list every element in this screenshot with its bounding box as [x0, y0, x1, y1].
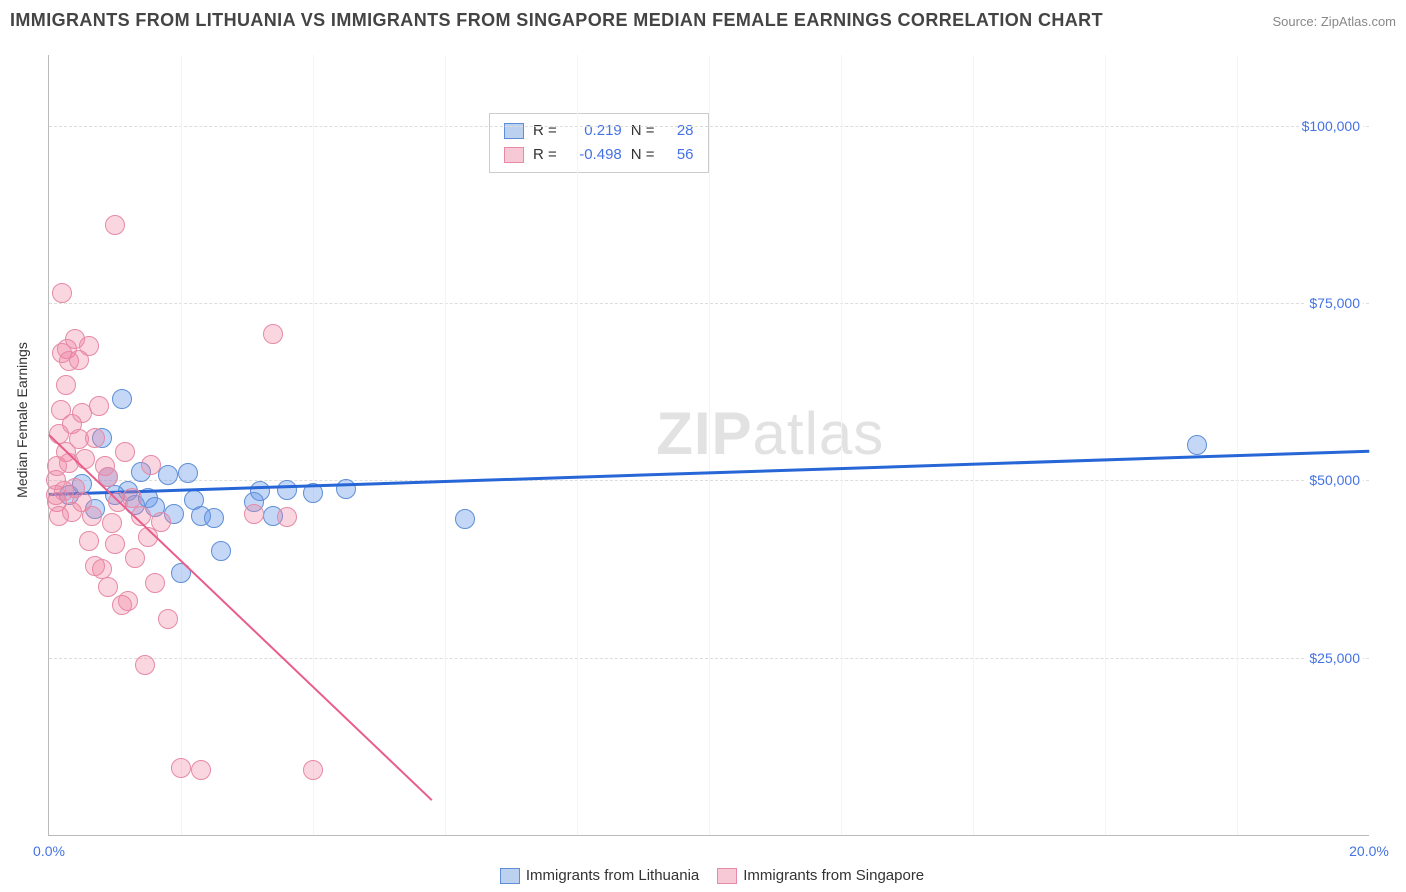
trend-line: [48, 435, 432, 802]
data-point: [277, 480, 297, 500]
gridline-v: [181, 55, 182, 835]
stat-r-value: 0.219: [566, 119, 622, 143]
y-tick-label: $50,000: [1306, 471, 1363, 489]
data-point: [135, 655, 155, 675]
stats-row: R = -0.498 N = 56: [504, 143, 694, 167]
data-point: [56, 375, 76, 395]
legend-label: Immigrants from Singapore: [743, 867, 924, 884]
stat-label: R =: [533, 119, 557, 143]
data-point: [277, 507, 297, 527]
legend-swatch: [504, 147, 524, 163]
data-point: [141, 455, 161, 475]
data-point: [1187, 435, 1207, 455]
gridline-v: [1105, 55, 1106, 835]
data-point: [125, 548, 145, 568]
gridline-v: [973, 55, 974, 835]
gridline-v: [1237, 55, 1238, 835]
data-point: [244, 504, 264, 524]
source-label: Source: ZipAtlas.com: [1272, 14, 1396, 29]
x-tick-label: 20.0%: [1349, 843, 1389, 859]
data-point: [52, 283, 72, 303]
stat-label: N =: [631, 119, 655, 143]
data-point: [105, 215, 125, 235]
legend-swatch: [500, 868, 520, 884]
gridline-v: [313, 55, 314, 835]
data-point: [151, 512, 171, 532]
data-point: [79, 531, 99, 551]
data-point: [211, 541, 231, 561]
data-point: [98, 577, 118, 597]
data-point: [145, 573, 165, 593]
chart-legend: Immigrants from Lithuania Immigrants from…: [0, 867, 1406, 884]
chart-title: IMMIGRANTS FROM LITHUANIA VS IMMIGRANTS …: [10, 10, 1103, 31]
data-point: [263, 324, 283, 344]
data-point: [455, 509, 475, 529]
data-point: [191, 760, 211, 780]
data-point: [178, 463, 198, 483]
data-point: [118, 591, 138, 611]
stats-row: R = 0.219 N = 28: [504, 119, 694, 143]
gridline-v: [709, 55, 710, 835]
data-point: [250, 481, 270, 501]
data-point: [105, 534, 125, 554]
data-point: [75, 449, 95, 469]
legend-label: Immigrants from Lithuania: [526, 867, 699, 884]
stat-label: N =: [631, 143, 655, 167]
data-point: [336, 479, 356, 499]
scatter-plot: ZIPatlas R = 0.219 N = 28 R = -0.498 N = 56 $2…: [48, 55, 1369, 836]
data-point: [82, 506, 102, 526]
gridline-v: [445, 55, 446, 835]
data-point: [112, 389, 132, 409]
y-tick-label: $100,000: [1299, 117, 1363, 135]
data-point: [79, 336, 99, 356]
stat-n-value: 28: [664, 119, 694, 143]
data-point: [158, 609, 178, 629]
data-point: [115, 442, 135, 462]
gridline-v: [577, 55, 578, 835]
x-tick-label: 0.0%: [33, 843, 65, 859]
gridline-v: [841, 55, 842, 835]
stat-r-value: -0.498: [566, 143, 622, 167]
y-tick-label: $25,000: [1306, 649, 1363, 667]
data-point: [171, 758, 191, 778]
data-point: [85, 428, 105, 448]
y-tick-label: $75,000: [1306, 294, 1363, 312]
y-axis-title: Median Female Earnings: [14, 342, 30, 498]
data-point: [204, 508, 224, 528]
legend-swatch: [717, 868, 737, 884]
correlation-stats-box: R = 0.219 N = 28 R = -0.498 N = 56: [489, 113, 709, 173]
data-point: [89, 396, 109, 416]
watermark: ZIPatlas: [656, 399, 884, 468]
stat-n-value: 56: [664, 143, 694, 167]
stat-label: R =: [533, 143, 557, 167]
data-point: [303, 760, 323, 780]
data-point: [102, 513, 122, 533]
